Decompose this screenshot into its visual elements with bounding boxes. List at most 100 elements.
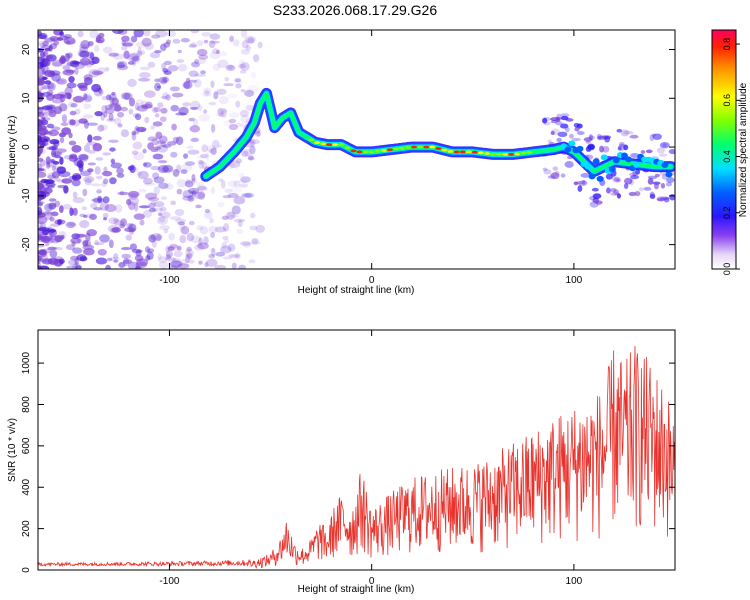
ridge-blob (584, 163, 592, 170)
noise-blob (227, 93, 237, 99)
noise-blob (38, 109, 44, 114)
noise-blob (573, 122, 580, 128)
noise-blob (158, 182, 169, 189)
noise-blob (240, 176, 251, 183)
noise-blob (605, 173, 613, 180)
noise-blob (244, 35, 256, 44)
noise-blob (212, 139, 220, 149)
x-tick-label: -100 (159, 275, 179, 286)
noise-blob (239, 70, 247, 74)
noise-blob (223, 119, 233, 127)
noise-blob (132, 141, 143, 150)
noise-blob (194, 73, 206, 77)
noise-blob (188, 44, 198, 48)
noise-blob (38, 168, 45, 172)
noise-blob (578, 180, 588, 187)
noise-blob (47, 83, 55, 89)
noise-blob (104, 104, 114, 111)
noise-blob (194, 191, 205, 200)
noise-blob (66, 265, 79, 269)
noise-blob (47, 174, 57, 180)
noise-blob (191, 61, 201, 68)
noise-blob (222, 222, 230, 232)
noise-blob (161, 95, 168, 100)
noise-blob (606, 187, 611, 194)
ridge-peak (314, 141, 321, 144)
noise-blob (252, 54, 260, 63)
noise-blob (227, 180, 238, 188)
noise-blob (613, 177, 620, 182)
noise-blob (111, 91, 116, 96)
noise-blob (134, 113, 142, 121)
noise-blob (138, 188, 147, 193)
noise-blob (72, 191, 78, 199)
noise-blob (38, 87, 44, 91)
noise-blob (131, 56, 140, 62)
noise-blob (62, 66, 71, 71)
noise-blob (57, 184, 66, 189)
noise-blob (108, 112, 114, 121)
ridge-peak (411, 145, 418, 149)
noise-blob (228, 214, 239, 218)
noise-blob (240, 88, 246, 93)
noise-blob (215, 112, 222, 116)
noise-blob (38, 227, 50, 232)
noise-blob (168, 265, 179, 269)
noise-blob (44, 242, 50, 247)
noise-blob (235, 158, 242, 164)
noise-blob (54, 151, 62, 155)
noise-blob (240, 114, 251, 124)
noise-blob (203, 210, 213, 219)
noise-blob (42, 187, 47, 197)
spectrogram-xlabel: Height of straight line (km) (298, 285, 415, 296)
noise-blob (120, 129, 130, 138)
noise-blob (83, 103, 91, 109)
y-tick-label: -20 (21, 237, 32, 252)
noise-blob (145, 255, 151, 261)
noise-blob (576, 130, 585, 135)
noise-blob (119, 190, 124, 196)
noise-blob (38, 94, 42, 98)
noise-blob (111, 97, 119, 106)
noise-blob (126, 198, 132, 206)
noise-blob (213, 91, 219, 100)
x-tick-label: 0 (369, 576, 375, 587)
noise-blob (238, 172, 244, 179)
noise-blob (49, 223, 61, 227)
noise-blob (139, 66, 151, 71)
noise-blob (165, 94, 171, 101)
noise-blob (164, 183, 174, 190)
noise-blob (166, 141, 177, 146)
noise-blob (616, 193, 621, 199)
noise-blob (109, 177, 117, 185)
noise-blob (68, 154, 78, 162)
noise-blob (78, 118, 88, 124)
noise-blob (147, 136, 158, 142)
noise-blob (62, 34, 72, 39)
noise-blob (83, 77, 93, 86)
noise-blob (560, 115, 569, 121)
noise-blob (190, 106, 199, 111)
noise-blob (160, 142, 167, 148)
ridge-peak (332, 143, 339, 147)
noise-blob (160, 43, 167, 52)
noise-blob (228, 118, 237, 124)
noise-blob (94, 111, 103, 117)
noise-blob (247, 37, 255, 44)
noise-blob (42, 111, 49, 118)
noise-blob (58, 231, 67, 240)
noise-blob (159, 206, 167, 212)
noise-blob (542, 167, 548, 171)
noise-blob (205, 258, 218, 267)
noise-blob (177, 63, 188, 72)
noise-blob (196, 225, 204, 231)
noise-blob (147, 61, 156, 68)
noise-blob (47, 82, 56, 91)
snr-panel: -100 0 100 0 200 400 600 800 1000 Height of str… (7, 329, 676, 595)
noise-blob (153, 186, 160, 196)
noise-blob (190, 30, 200, 34)
ridge-peak (435, 147, 442, 150)
noise-blob (235, 100, 241, 108)
noise-blob (186, 145, 194, 149)
x-tick-label: 0 (369, 275, 375, 286)
